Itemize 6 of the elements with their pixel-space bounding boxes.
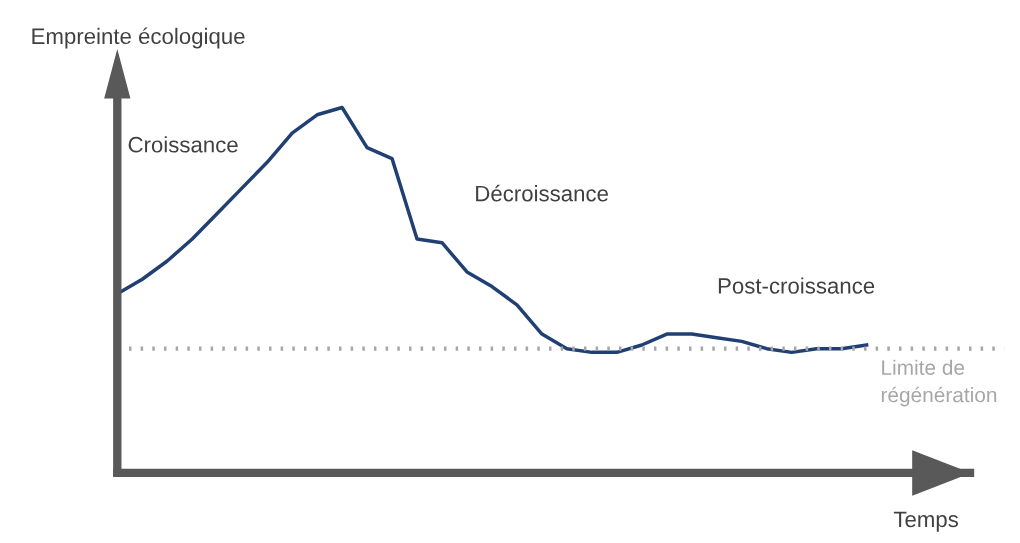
annotation: Décroissance (476, 184, 608, 202)
x-axis-title: Temps (893, 511, 958, 532)
y-axis-title: Empreinte écologique (32, 27, 245, 49)
ref-line-label: Limite de régénération (881, 359, 997, 407)
annotation: Croissance (128, 136, 238, 153)
annotation: Post-croissance (718, 277, 875, 294)
